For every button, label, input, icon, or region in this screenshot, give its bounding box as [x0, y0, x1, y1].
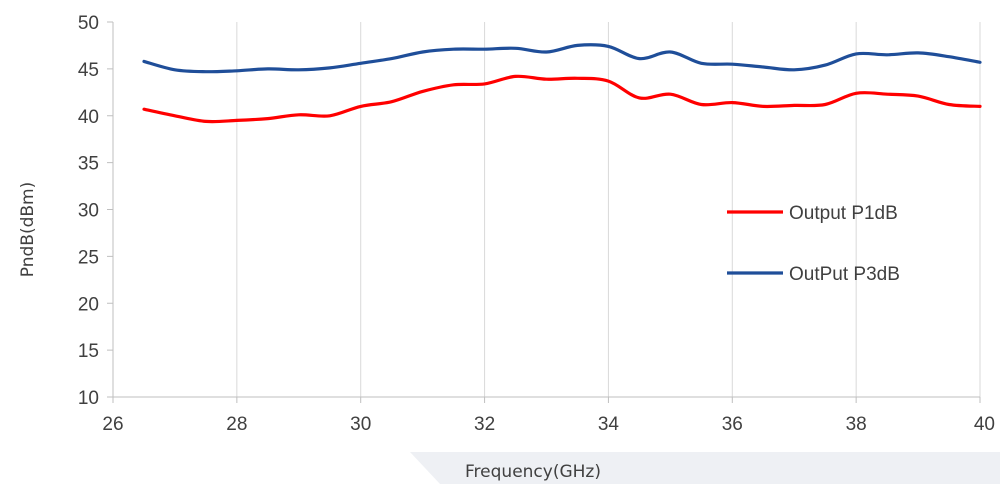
x-tick-label: 40 — [974, 414, 995, 435]
y-tick-label: 25 — [78, 247, 99, 268]
x-tick-label: 30 — [350, 414, 371, 435]
y-tick-label: 10 — [78, 388, 99, 409]
y-tick-label: 20 — [78, 294, 99, 315]
y-tick-label: 15 — [78, 341, 99, 362]
y-tick-label: 40 — [78, 107, 99, 128]
y-tick-label: 35 — [78, 154, 99, 175]
x-tick-label: 36 — [722, 414, 743, 435]
y-tick-label: 30 — [78, 201, 99, 222]
y-tick-label: 50 — [78, 13, 99, 34]
axes: 10 15 20 25 30 35 40 45 50 26 28 30 32 34 36 38 40 — [78, 13, 995, 435]
x-axis-title: Frequency(GHz) — [465, 462, 601, 482]
axis-title-backdrop — [410, 452, 1000, 484]
x-tick-label: 28 — [226, 414, 247, 435]
x-tick-label: 26 — [102, 414, 123, 435]
legend-label-2: OutPut P3dB — [789, 264, 900, 285]
y-tick-label: 45 — [78, 60, 99, 81]
series-line-2 — [142, 43, 982, 74]
x-tick-label: 32 — [474, 414, 495, 435]
y-axis-title: PndB(dBm) — [18, 182, 38, 277]
series-line-1 — [142, 74, 982, 124]
legend-label-1: Output P1dB — [789, 203, 898, 224]
x-tick-label: 34 — [598, 414, 620, 435]
x-tick-label: 38 — [846, 414, 867, 435]
series-lines — [142, 43, 982, 124]
legend: Output P1dB OutPut P3dB — [727, 203, 900, 285]
